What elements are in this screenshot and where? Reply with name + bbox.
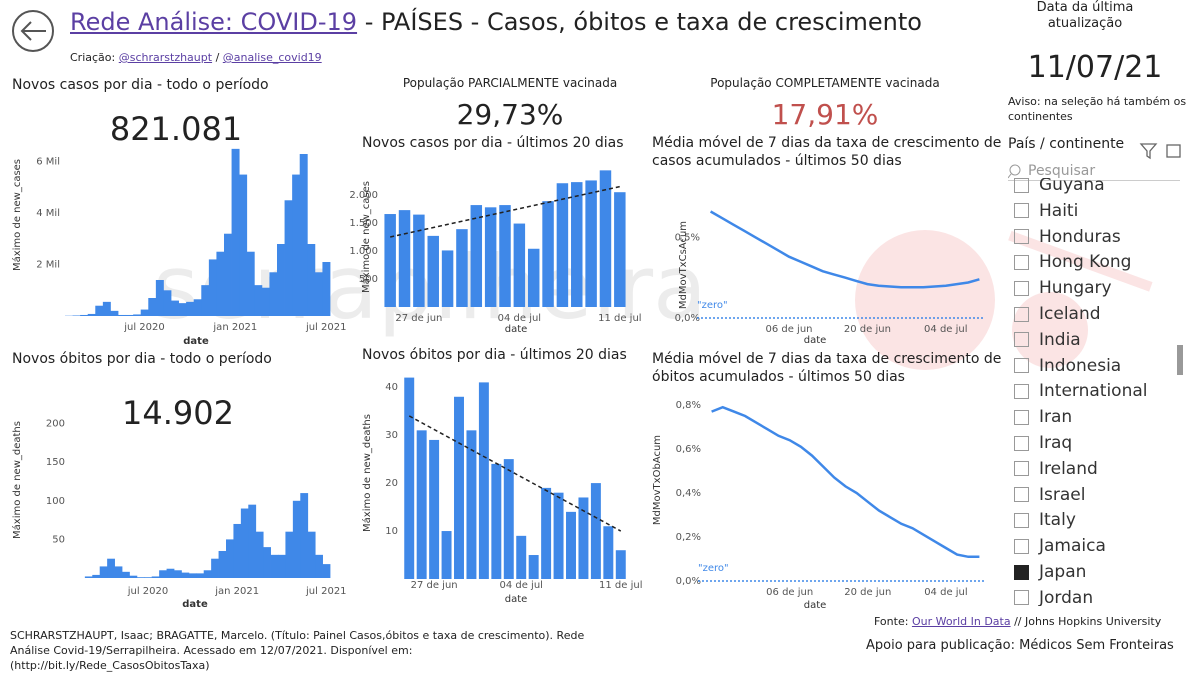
checkbox[interactable] <box>1014 539 1029 554</box>
kpi-value: 29,73% <box>360 98 660 131</box>
chart-title: Média móvel de 7 dias da taxa de crescim… <box>652 134 1002 170</box>
checkbox[interactable] <box>1014 281 1029 296</box>
country-label: Haiti <box>1039 201 1078 221</box>
notice: Aviso: na seleção há também os continent… <box>1008 94 1188 124</box>
checkbox[interactable] <box>1014 410 1029 425</box>
country-item[interactable]: Honduras <box>1014 225 1121 249</box>
country-item[interactable]: Haiti <box>1014 199 1078 223</box>
country-label: Jamaica <box>1039 536 1106 556</box>
search-icon <box>1008 163 1028 179</box>
credit-link[interactable]: @schrarstzhaupt <box>119 51 212 64</box>
title-rest: - PAÍSES - Casos, óbitos e taxa de cresc… <box>357 8 922 36</box>
country-label: Japan <box>1039 562 1086 582</box>
country-item[interactable]: Hungary <box>1014 276 1112 300</box>
checkbox[interactable] <box>1014 436 1029 451</box>
checkbox[interactable] <box>1014 358 1029 373</box>
kpi-value: 17,91% <box>675 98 975 131</box>
chart-title: Novos óbitos por dia - últimos 20 dias <box>362 346 652 364</box>
country-item[interactable]: Iran <box>1014 405 1072 429</box>
country-label: Honduras <box>1039 227 1121 247</box>
country-item[interactable]: International <box>1014 379 1148 403</box>
credit-prefix: Criação: <box>70 51 115 64</box>
checkbox[interactable] <box>1014 590 1029 605</box>
country-label: Guyana <box>1039 175 1105 195</box>
source-rest: // Johns Hopkins University <box>1014 615 1161 628</box>
big-number: 821.081 <box>110 110 242 148</box>
country-label: Iran <box>1039 407 1072 427</box>
chart-title: Novos óbitos por dia - todo o período <box>12 350 332 368</box>
country-label: Jordan <box>1039 588 1093 608</box>
update-label: Data da última atualização <box>1010 0 1160 32</box>
country-item[interactable]: Iceland <box>1014 302 1101 326</box>
country-item[interactable]: Jamaica <box>1014 534 1106 558</box>
country-label: Iraq <box>1039 433 1072 453</box>
checkbox[interactable] <box>1014 332 1029 347</box>
credit-sep: / <box>216 51 220 64</box>
country-item[interactable]: Italy <box>1014 508 1076 532</box>
page-title: Rede Análise: COVID-19 - PAÍSES - Casos,… <box>70 8 922 36</box>
source-prefix: Fonte: <box>874 615 908 628</box>
filter-title: País / continente <box>1008 136 1124 152</box>
checkbox[interactable] <box>1014 178 1029 193</box>
checkbox[interactable] <box>1014 487 1029 502</box>
country-label: International <box>1039 381 1148 401</box>
title-link[interactable]: Rede Análise: COVID-19 <box>70 8 357 36</box>
checkbox[interactable] <box>1014 229 1029 244</box>
checkbox[interactable] <box>1014 384 1029 399</box>
source-link[interactable]: Our World In Data <box>912 615 1011 628</box>
kpi-label: População COMPLETAMENTE vacinada <box>675 76 975 90</box>
citation: SCHRARSTZHAUPT, Isaac; BRAGATTE, Marcelo… <box>10 628 590 673</box>
checkbox[interactable] <box>1014 255 1029 270</box>
checkbox[interactable] <box>1014 513 1029 528</box>
checkbox[interactable] <box>1014 203 1029 218</box>
country-item[interactable]: Indonesia <box>1014 354 1121 378</box>
country-label: India <box>1039 330 1081 350</box>
chart-title: Novos casos por dia - últimos 20 dias <box>362 134 652 152</box>
country-label: Italy <box>1039 510 1076 530</box>
country-label: Hong Kong <box>1039 252 1131 272</box>
country-label: Indonesia <box>1039 356 1121 376</box>
source: Fonte: Our World In Data // Johns Hopkin… <box>874 615 1161 628</box>
y-tick-label: 6 Mil <box>36 157 60 168</box>
checkbox[interactable] <box>1014 461 1029 476</box>
country-label: Iceland <box>1039 304 1101 324</box>
credits: Criação: @schrarstzhaupt / @analise_covi… <box>70 51 322 64</box>
country-label: Ireland <box>1039 459 1098 479</box>
kpi-label: População PARCIALMENTE vacinada <box>360 76 660 90</box>
chart-title: Média móvel de 7 dias da taxa de crescim… <box>652 350 1002 386</box>
country-item[interactable]: Japan <box>1014 560 1086 584</box>
support: Apoio para publicação: Médicos Sem Front… <box>866 638 1174 653</box>
country-item[interactable]: Ireland <box>1014 457 1098 481</box>
checkbox[interactable] <box>1014 307 1029 322</box>
country-item[interactable]: Iraq <box>1014 431 1072 455</box>
checkbox[interactable] <box>1014 565 1029 580</box>
country-label: Hungary <box>1039 278 1112 298</box>
country-label: Israel <box>1039 485 1085 505</box>
country-item[interactable]: Israel <box>1014 483 1085 507</box>
back-button[interactable] <box>13 11 53 51</box>
country-item[interactable]: India <box>1014 328 1081 352</box>
filter-icons[interactable] <box>1141 144 1180 158</box>
country-item[interactable]: Hong Kong <box>1014 250 1131 274</box>
credit-link[interactable]: @analise_covid19 <box>223 51 322 64</box>
update-date: 11/07/21 <box>1010 50 1180 85</box>
chart-title: Novos casos por dia - todo o período <box>12 76 332 94</box>
search-placeholder: Pesquisar <box>1028 163 1095 179</box>
